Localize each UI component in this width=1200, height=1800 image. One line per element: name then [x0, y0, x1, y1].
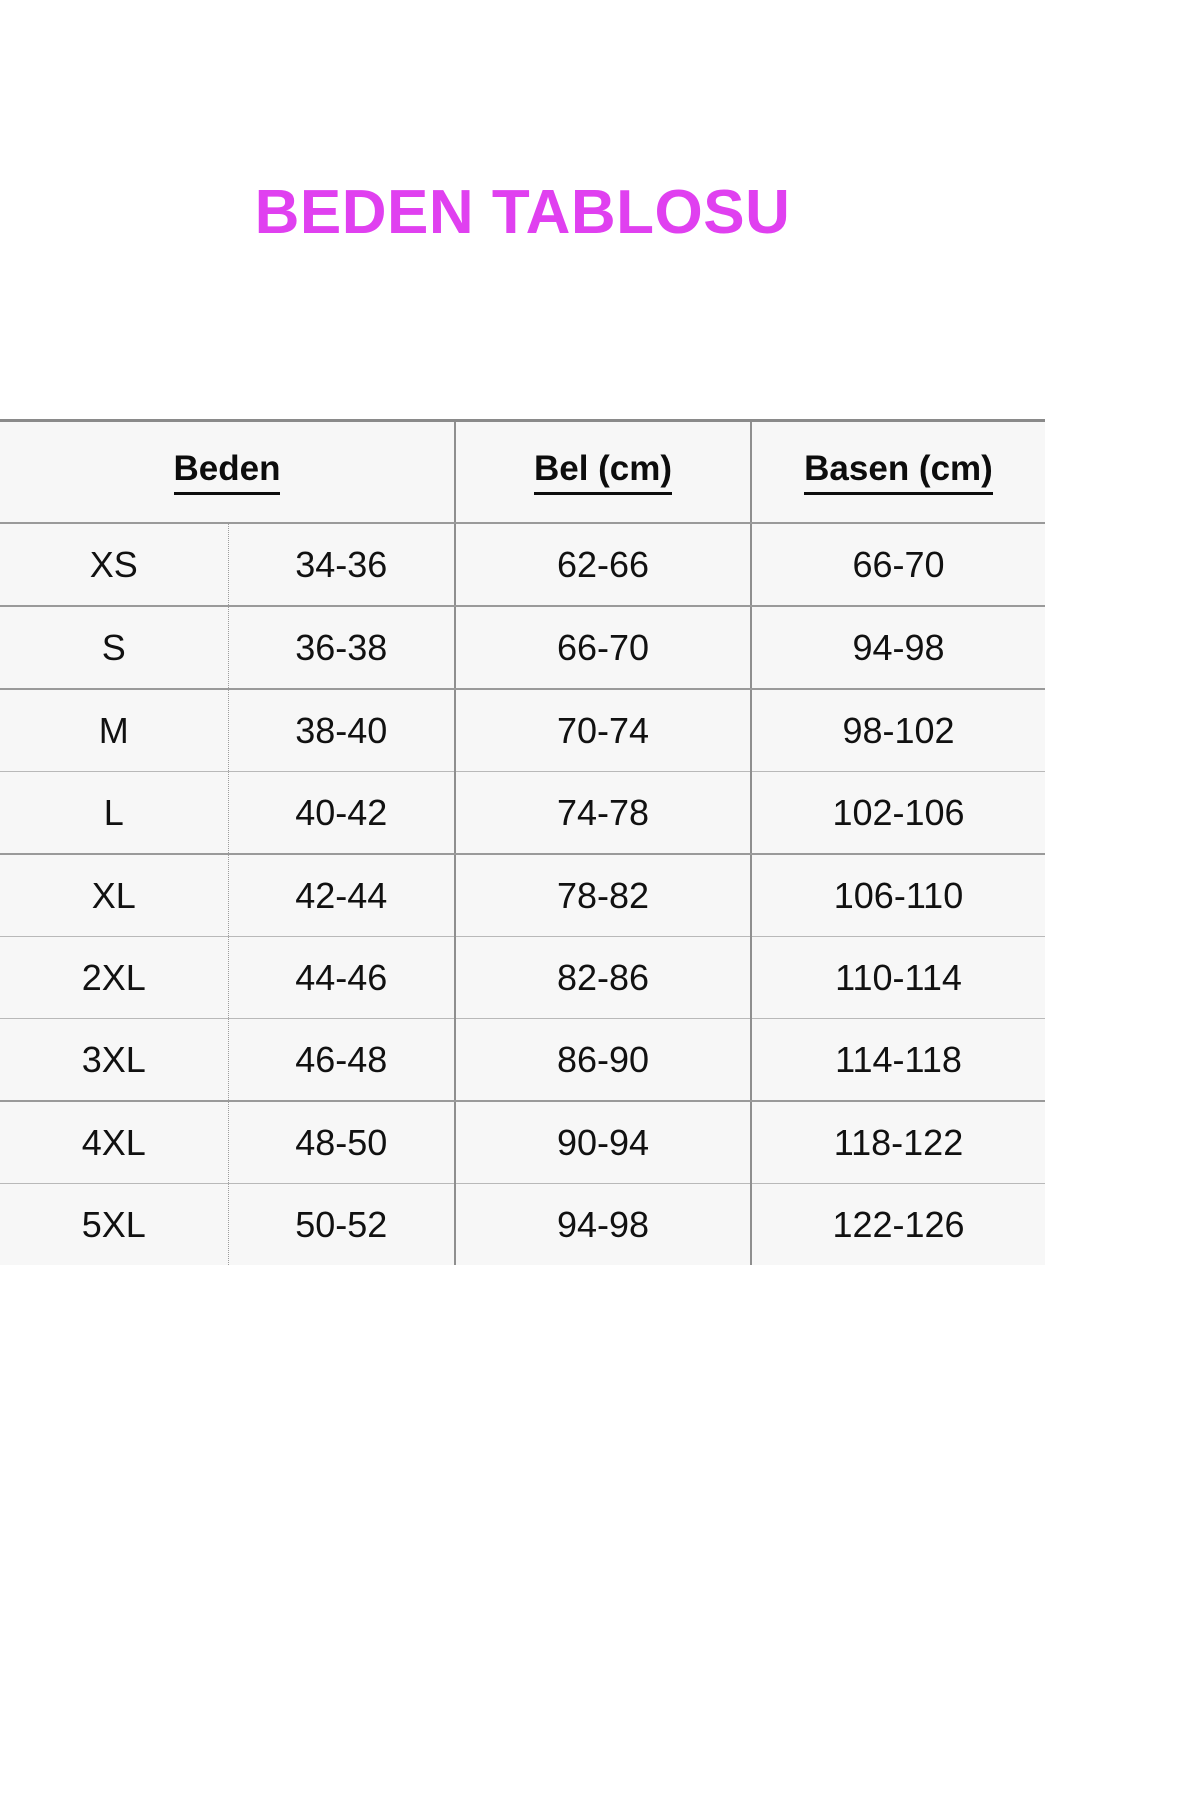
table-header: Beden Bel (cm) Basen (cm) — [0, 422, 1045, 524]
column-header-basen: Basen (cm) — [751, 422, 1045, 524]
table-row: XL 42-44 78-82 106-110 — [0, 854, 1045, 937]
size-table: Beden Bel (cm) Basen (cm) XS 34-36 62-66… — [0, 422, 1045, 1265]
cell-hips: 118-122 — [751, 1101, 1045, 1184]
cell-hips: 106-110 — [751, 854, 1045, 937]
cell-size-numeric: 34-36 — [228, 523, 456, 607]
size-table-container: Beden Bel (cm) Basen (cm) XS 34-36 62-66… — [0, 419, 1045, 1265]
cell-size-numeric: 42-44 — [228, 854, 456, 937]
table-row: 4XL 48-50 90-94 118-122 — [0, 1101, 1045, 1184]
cell-size: XL — [0, 854, 229, 937]
cell-waist: 62-66 — [455, 523, 752, 607]
cell-hips: 102-106 — [751, 771, 1045, 855]
cell-size-numeric: 40-42 — [228, 771, 456, 855]
column-header-bel-label: Bel (cm) — [533, 449, 673, 495]
cell-size: L — [0, 771, 229, 855]
cell-size-numeric: 46-48 — [228, 1018, 456, 1102]
cell-size-numeric: 48-50 — [228, 1101, 456, 1184]
table-row: 3XL 46-48 86-90 114-118 — [0, 1018, 1045, 1102]
cell-size: 2XL — [0, 936, 229, 1019]
table-row: 5XL 50-52 94-98 122-126 — [0, 1183, 1045, 1265]
cell-size: 4XL — [0, 1101, 229, 1184]
cell-size: 5XL — [0, 1183, 229, 1265]
column-header-bel: Bel (cm) — [455, 422, 752, 524]
cell-waist: 74-78 — [455, 771, 752, 855]
cell-waist: 82-86 — [455, 936, 752, 1019]
column-header-beden-label: Beden — [173, 449, 281, 495]
cell-waist: 86-90 — [455, 1018, 752, 1102]
cell-hips: 66-70 — [751, 523, 1045, 607]
cell-waist: 70-74 — [455, 689, 752, 772]
cell-size: XS — [0, 523, 229, 607]
table-row: 2XL 44-46 82-86 110-114 — [0, 936, 1045, 1019]
cell-size-numeric: 44-46 — [228, 936, 456, 1019]
table-row: L 40-42 74-78 102-106 — [0, 771, 1045, 855]
cell-size: 3XL — [0, 1018, 229, 1102]
cell-hips: 94-98 — [751, 606, 1045, 690]
cell-size: M — [0, 689, 229, 772]
cell-waist: 78-82 — [455, 854, 752, 937]
column-header-basen-label: Basen (cm) — [804, 449, 993, 495]
cell-size-numeric: 38-40 — [228, 689, 456, 772]
table-body: XS 34-36 62-66 66-70 S 36-38 66-70 94-98… — [0, 523, 1045, 1265]
cell-waist: 66-70 — [455, 606, 752, 690]
table-header-row: Beden Bel (cm) Basen (cm) — [0, 422, 1045, 524]
cell-hips: 110-114 — [751, 936, 1045, 1019]
cell-size-numeric: 50-52 — [228, 1183, 456, 1265]
cell-waist: 90-94 — [455, 1101, 752, 1184]
page-title: BEDEN TABLOSU — [254, 178, 791, 247]
table-row: M 38-40 70-74 98-102 — [0, 689, 1045, 772]
cell-hips: 98-102 — [751, 689, 1045, 772]
column-header-beden: Beden — [0, 422, 456, 524]
cell-size: S — [0, 606, 229, 690]
cell-waist: 94-98 — [455, 1183, 752, 1265]
cell-size-numeric: 36-38 — [228, 606, 456, 690]
table-row: S 36-38 66-70 94-98 — [0, 606, 1045, 690]
cell-hips: 114-118 — [751, 1018, 1045, 1102]
table-row: XS 34-36 62-66 66-70 — [0, 523, 1045, 607]
cell-hips: 122-126 — [751, 1183, 1045, 1265]
